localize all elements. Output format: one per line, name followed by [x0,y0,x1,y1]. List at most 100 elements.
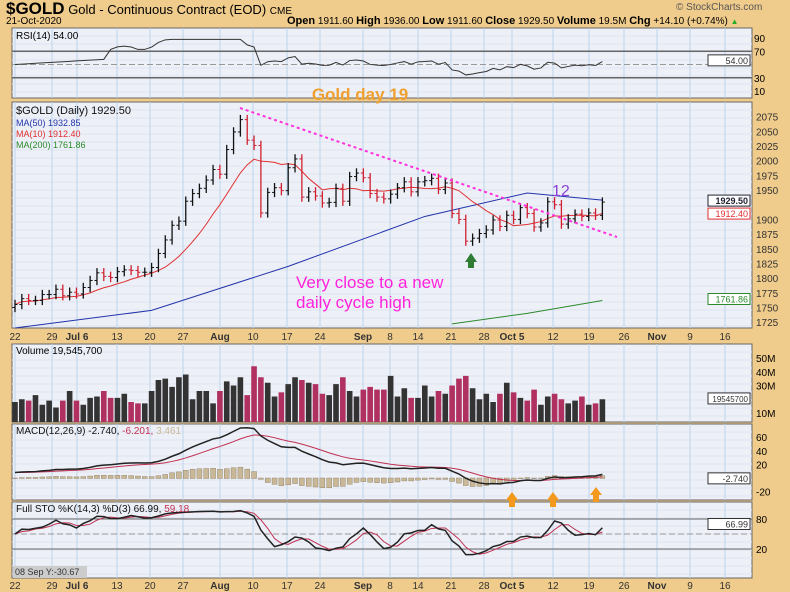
volume-bar [476,399,483,422]
x-axis-top-tick: 22 [9,332,21,343]
x-axis-top-tick: 8 [387,332,393,343]
rsi-line [14,38,603,76]
x-axis-top-tick: 16 [719,332,731,343]
volume-bar [305,382,312,422]
volume-bar [544,396,551,422]
volume-last-label-tag [707,392,751,405]
x-axis-top-tick: 12 [547,332,559,343]
macd-histogram-bar [87,475,93,479]
macd-histogram-bar [46,476,52,479]
macd-histogram-bar [531,477,537,479]
crosshair-readout: 08 Sep Y:-30.67 [15,567,79,577]
macd-histogram-bar [415,477,421,481]
x-axis-bottom-tick: 17 [281,581,293,592]
volume-bar [176,377,182,422]
macd-histogram-bar [374,477,380,483]
macd-histogram-bar [135,475,141,479]
volume-bar [278,392,285,422]
macd-histogram-bar [121,475,127,479]
x-axis-bottom-tick: 29 [46,581,58,592]
chart-date: 21-Oct-2020 [6,16,62,27]
x-axis-bottom-tick: 10 [247,581,259,592]
x-axis-top-tick: 26 [618,332,630,343]
volume-bar [155,380,162,422]
annotation-title: Gold day 19 [312,85,408,104]
x-axis-bottom-tick: 19 [583,581,595,592]
x-axis-bottom-tick: Sep [354,581,372,592]
x-axis-bottom-tick: 21 [445,581,457,592]
macd-histogram-bar [367,477,373,483]
volume-legend: Volume 19,545,700 [16,346,103,357]
x-axis-top-tick: 14 [412,332,424,343]
quote-bar: Open 1911.60 High 1936.00 Low 1911.60 Cl… [287,15,739,28]
symbol: $GOLD [6,0,65,18]
x-axis-bottom-tick: Jul 6 [66,581,89,592]
macd-histogram-bar [292,477,298,484]
macd-signal-line [14,434,603,482]
price-legend-3: MA(200) 1761.86 [16,140,86,150]
volume-bar [203,391,210,422]
x-axis-top-tick: Jul 6 [66,332,89,343]
volume-tick: 30M [756,382,775,393]
open-label: Open [287,15,316,27]
macd-histogram-bar [169,472,175,479]
x-axis-top-tick: 10 [247,332,259,343]
volume-bar [12,402,18,422]
exchange: CME [269,6,293,17]
sto-tick: 80 [756,515,768,526]
macd-histogram-bar [442,477,448,480]
macd-histogram-bar [189,468,196,479]
macd-histogram-bar [387,477,394,483]
volume-bar [333,384,339,422]
macd-histogram-bar [196,468,203,479]
macd-histogram-bar [237,466,244,479]
ma10-line [14,158,603,305]
volume-bar [517,397,524,422]
macd-histogram-bar [32,477,39,479]
volume-bar [285,384,291,422]
macd-histogram-bar [435,477,442,480]
macd-histogram-bar [176,471,182,479]
x-axis-top-tick: 21 [445,332,457,343]
macd-histogram-bar [12,477,18,479]
up-arrow-icon [506,492,518,507]
rsi-last-label: 54.00 [725,56,748,66]
macd-tick: 40 [756,447,768,458]
volume-bar [148,391,155,422]
volume-bar [299,380,305,422]
macd-histogram-bar [183,470,189,479]
price-tick: 2050 [756,127,779,138]
ma50-line [14,192,603,329]
volume-bar [592,403,599,422]
price-tick: 1775 [756,289,779,300]
price-tick: 1750 [756,303,779,314]
stockcharts-logo[interactable]: © StockCharts.com [676,2,763,13]
x-axis-bottom-tick: Oct 5 [499,581,524,592]
macd-histogram-bar [39,476,46,479]
volume-bar [565,403,572,422]
volume-bar [182,374,189,422]
trendline [239,107,618,238]
up-arrow-icon [547,492,559,507]
macd-histogram-bar [340,477,346,487]
x-axis-bottom-tick: 28 [478,581,490,592]
volume-tick: 10M [756,409,775,420]
macd-histogram-bar [319,477,326,488]
macd-histogram-bar [114,475,121,479]
sto-tick: 20 [756,545,768,556]
macd-histogram-bar [312,477,319,488]
x-axis-top-tick: Oct 5 [499,332,524,343]
volume-bar [25,400,32,422]
volume-bar [223,381,230,422]
x-axis-bottom-tick: 16 [719,581,731,592]
volume-bar [551,393,558,422]
macd-histogram-bar [162,474,168,479]
x-axis-bottom-tick: Aug [210,581,229,592]
price-last-label: 1929.50 [715,196,748,206]
ma200-line [452,299,603,325]
macd-histogram-bar [148,476,155,479]
panel-rsi [11,27,753,99]
macd-histogram-bar [53,476,59,479]
volume-bar [169,386,175,422]
